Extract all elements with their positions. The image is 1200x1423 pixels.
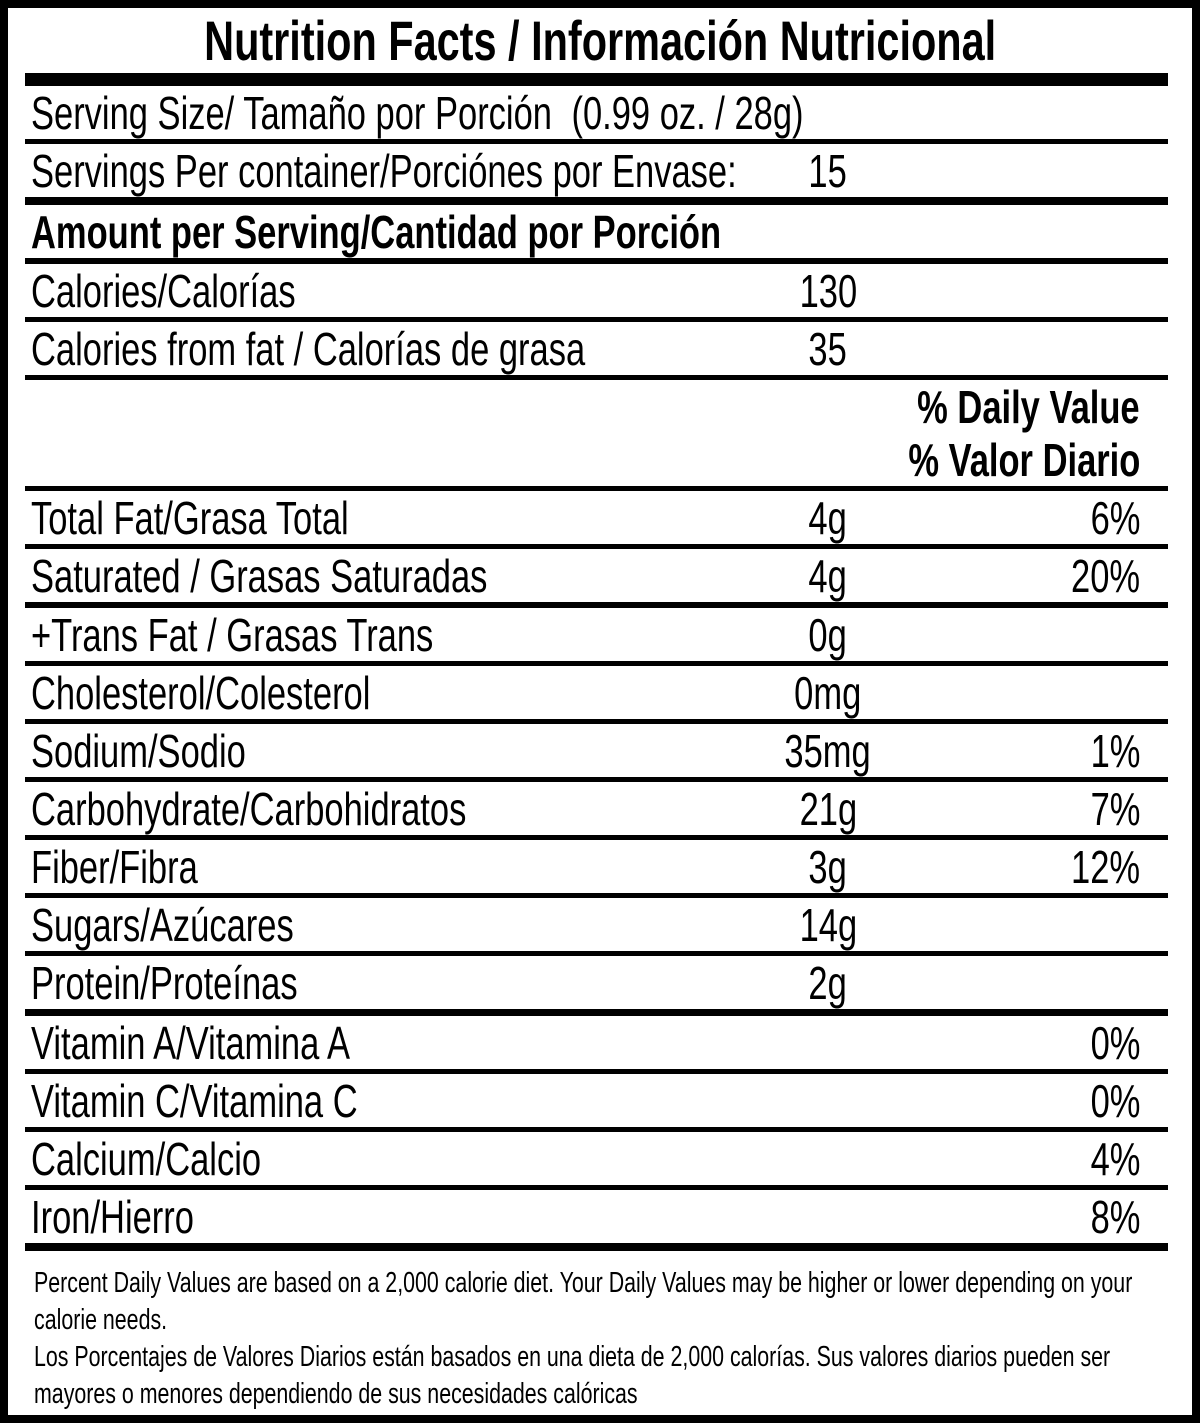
nutrient-label: Calcium/Calcio (31, 1132, 262, 1185)
amount-per-serving-header: Amount per Serving/Cantidad por Porción (31, 205, 722, 258)
nutrient-amount: 0g (808, 608, 848, 661)
nutrient-label: Vitamin C/Vitamina C (31, 1074, 358, 1127)
nutrient-label: Protein/Proteínas (31, 956, 298, 1009)
nutrient-amount: 3g (808, 840, 848, 893)
nutrient-label: Sugars/Azúcares (31, 898, 294, 951)
calories-from-fat-value: 35 (808, 322, 848, 375)
nutrient-row-trans-fat: +Trans Fat / Grasas Trans 0g (25, 608, 1168, 666)
daily-value-header-row-es: % Valor Diario (25, 433, 1168, 491)
amount-per-serving-row: Amount per Serving/Cantidad por Porción (25, 205, 1168, 264)
nutrient-amount: 0mg (794, 666, 862, 719)
nutrient-amount: 4g (808, 549, 848, 602)
daily-value-header-es: % Valor Diario (907, 433, 1140, 486)
nutrient-row-carbohydrate: Carbohydrate/Carbohidratos 21g 7% (25, 782, 1168, 840)
servings-per-container-row: Servings Per container/Porciónes por Env… (25, 144, 1168, 205)
nutrient-dv: 12% (1070, 840, 1140, 893)
nutrient-amount: 35mg (784, 724, 872, 777)
nutrient-label: Sodium/Sodio (31, 724, 246, 777)
nutrient-row-vitamin-a: Vitamin A/Vitamina A 0% (25, 1016, 1168, 1074)
nutrient-label: Saturated / Grasas Saturadas (31, 549, 488, 602)
calories-value: 130 (799, 264, 857, 317)
nutrient-row-iron: Iron/Hierro 8% (25, 1190, 1168, 1251)
nutrient-label: Total Fat/Grasa Total (31, 491, 349, 544)
calories-label: Calories/Calorías (31, 264, 296, 317)
nutrient-row-cholesterol: Cholesterol/Colesterol 0mg (25, 666, 1168, 724)
daily-value-header-row-en: % Daily Value (25, 380, 1168, 433)
nutrient-dv: 6% (1090, 491, 1140, 544)
servings-per-container-label: Servings Per container/Porciónes por Env… (31, 144, 737, 197)
servings-per-container-value: 15 (808, 144, 848, 197)
nutrient-label: Vitamin A/Vitamina A (31, 1016, 350, 1069)
calories-from-fat-row: Calories from fat / Calorías de grasa 35 (25, 322, 1168, 380)
nutrient-dv: 20% (1070, 549, 1140, 602)
nutrient-dv: 0% (1090, 1074, 1140, 1127)
nutrient-label: Iron/Hierro (31, 1190, 194, 1243)
calories-from-fat-label: Calories from fat / Calorías de grasa (31, 322, 586, 375)
nutrient-row-sugars: Sugars/Azúcares 14g (25, 898, 1168, 956)
footnote-en: Percent Daily Values are based on a 2,00… (34, 1267, 1133, 1336)
nutrient-amount: 2g (808, 956, 848, 1009)
footnotes: Percent Daily Values are based on a 2,00… (25, 1251, 1168, 1413)
nutrient-dv: 7% (1090, 782, 1140, 835)
nutrient-row-sodium: Sodium/Sodio 35mg 1% (25, 724, 1168, 782)
nutrient-label: Carbohydrate/Carbohidratos (31, 782, 467, 835)
title-divider-bar (25, 73, 1168, 86)
nutrient-label: Fiber/Fibra (31, 840, 198, 893)
nutrient-row-calcium: Calcium/Calcio 4% (25, 1132, 1168, 1190)
nutrient-dv: 0% (1090, 1016, 1140, 1069)
nutrient-label: Cholesterol/Colesterol (31, 666, 371, 719)
nutrient-row-fiber: Fiber/Fibra 3g 12% (25, 840, 1168, 898)
nutrient-amount: 14g (799, 898, 857, 951)
serving-size-value: (0.99 oz. / 28g) (571, 86, 804, 139)
facts-table: Serving Size/ Tamaño por Porción (0.99 oz… (25, 86, 1168, 1251)
nutrient-label: +Trans Fat / Grasas Trans (31, 608, 434, 661)
nutrient-row-vitamin-c: Vitamin C/Vitamina C 0% (25, 1074, 1168, 1132)
nutrient-row-saturated-fat: Saturated / Grasas Saturadas 4g 20% (25, 549, 1168, 608)
footnote-es: Los Porcentajes de Valores Diarios están… (34, 1341, 1111, 1410)
nutrient-row-total-fat: Total Fat/Grasa Total 4g 6% (25, 491, 1168, 549)
calories-row: Calories/Calorías 130 (25, 264, 1168, 322)
nutrient-dv: 4% (1090, 1132, 1140, 1185)
serving-size-row: Serving Size/ Tamaño por Porción (0.99 oz… (25, 86, 1168, 144)
page-title: Nutrition Facts / Información Nutriciona… (203, 9, 997, 72)
daily-value-header-en: % Daily Value (917, 380, 1140, 433)
nutrient-row-protein: Protein/Proteínas 2g (25, 956, 1168, 1016)
serving-size-label: Serving Size/ Tamaño por Porción (31, 86, 552, 139)
nutrient-amount: 21g (799, 782, 857, 835)
label-header: Nutrition Facts / Información Nutriciona… (8, 8, 1192, 73)
nutrient-amount: 4g (808, 491, 848, 544)
nutrient-dv: 8% (1090, 1190, 1140, 1243)
nutrient-dv: 1% (1090, 724, 1140, 777)
